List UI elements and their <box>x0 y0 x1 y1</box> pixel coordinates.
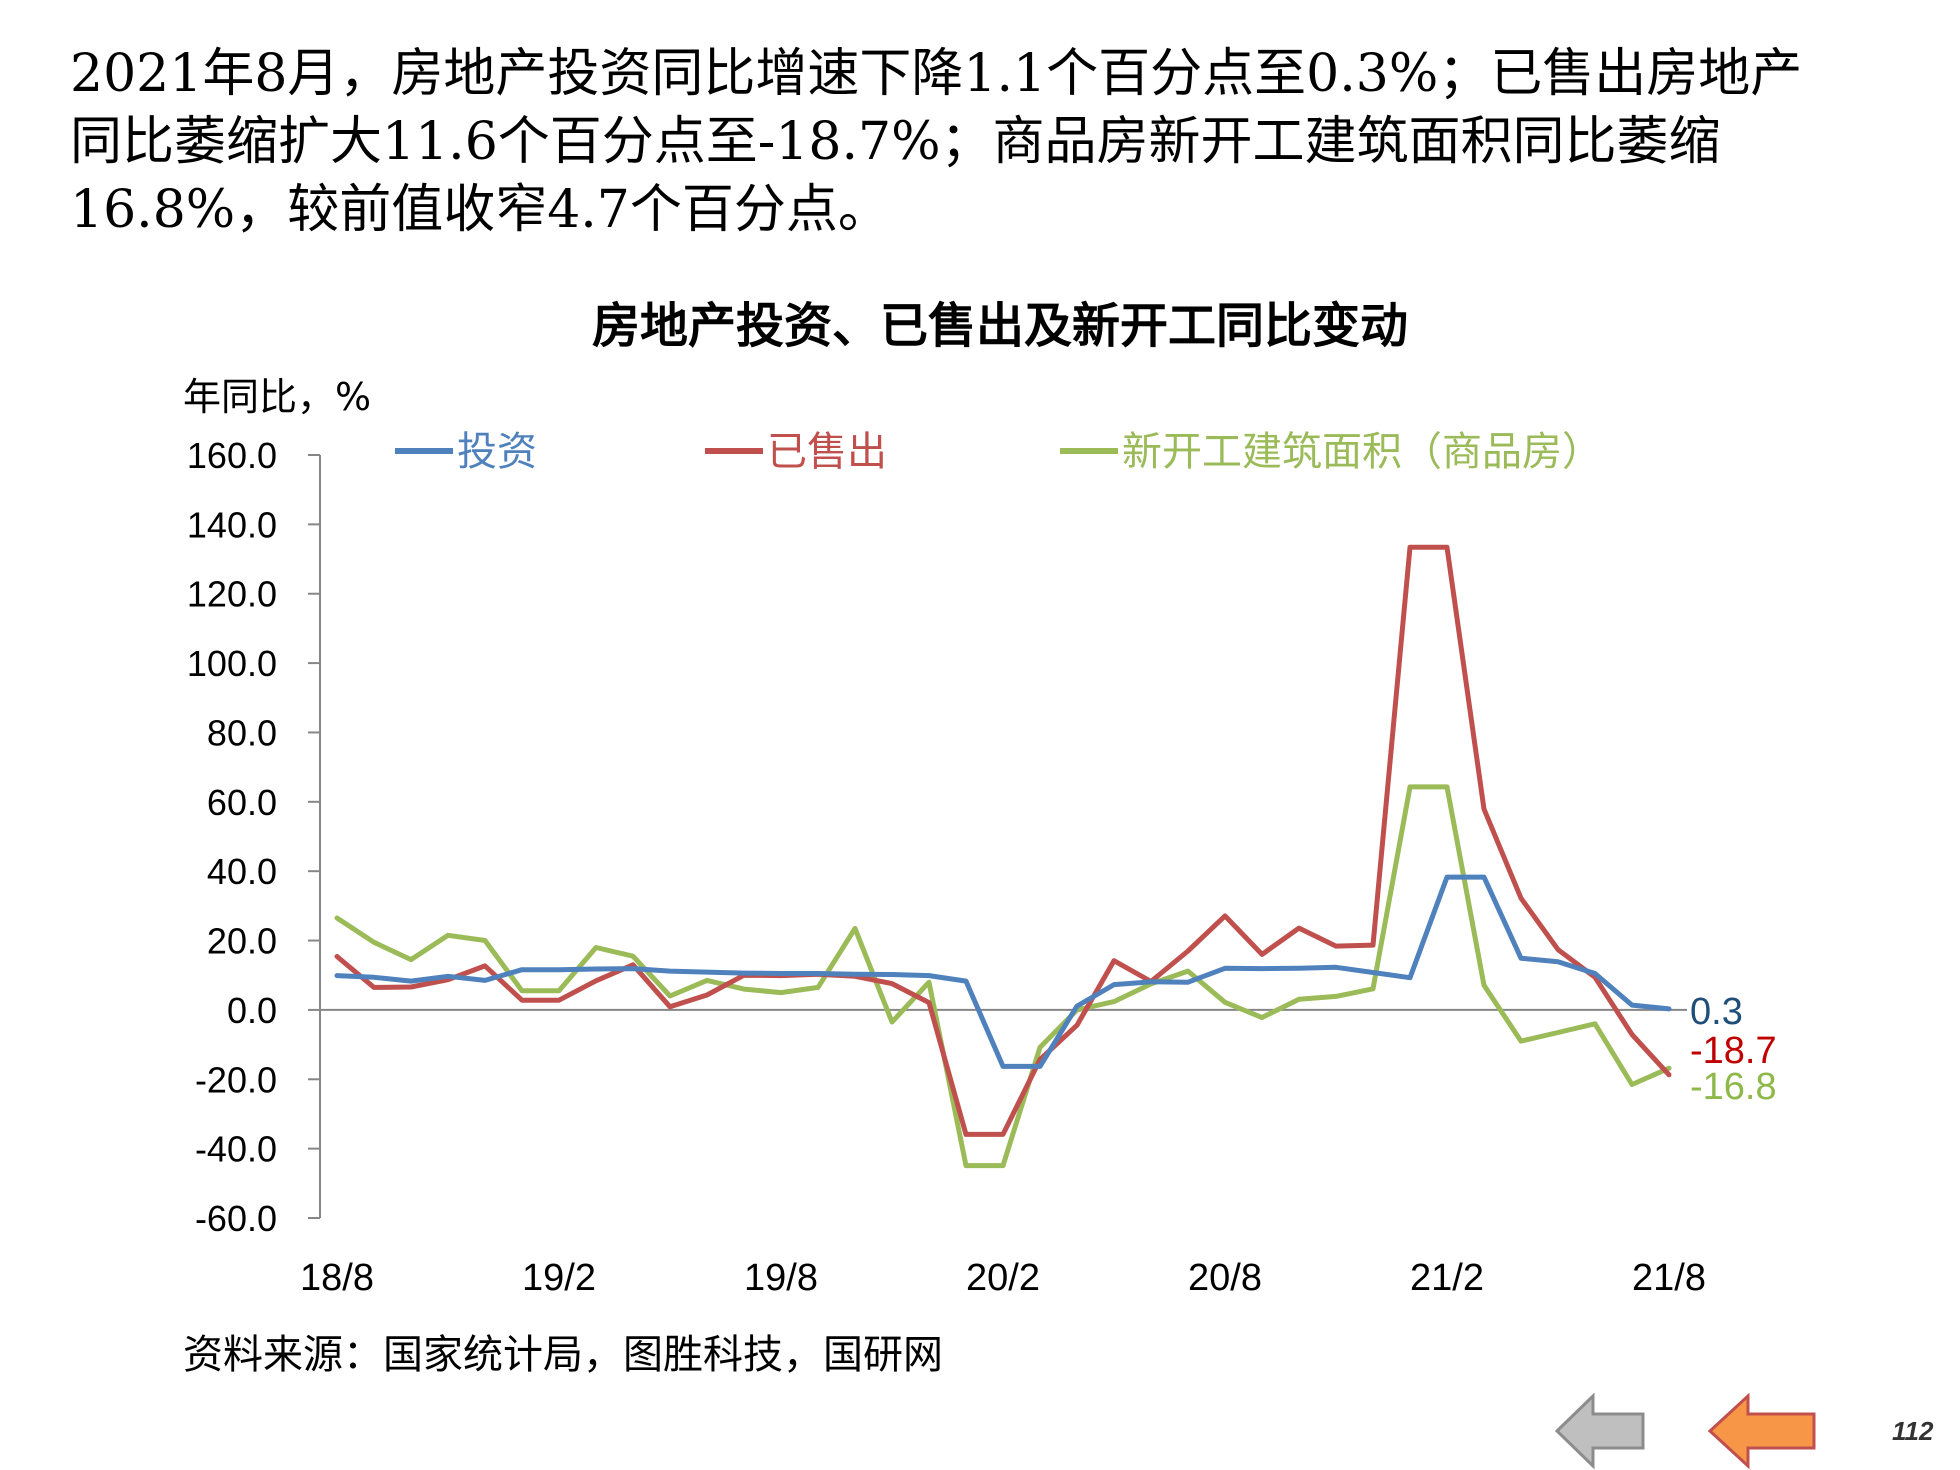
series-line <box>334 874 1672 1069</box>
y-tick-label: -20.0 <box>195 1059 277 1100</box>
chart-series <box>334 544 1672 1169</box>
back-arrow-button[interactable] <box>1555 1392 1647 1470</box>
y-tick-label: 160.0 <box>187 435 277 476</box>
intro-text: 2021年8月，房地产投资同比增速下降1.1个百分点至0.3%；已售出房地产 同… <box>70 40 1910 244</box>
orange-arrow-icon <box>1708 1392 1816 1470</box>
back-arrow-icon <box>1555 1392 1645 1470</box>
intro-line-1: 2021年8月，房地产投资同比增速下降1.1个百分点至0.3%；已售出房地产 <box>70 44 1803 104</box>
y-tick-label: 20.0 <box>207 921 277 962</box>
y-tick-label: 60.0 <box>207 782 277 823</box>
series-end-label: -16.8 <box>1690 1066 1777 1108</box>
x-tick-label: 21/8 <box>1632 1257 1706 1299</box>
y-tick-label: 40.0 <box>207 851 277 892</box>
intro-line-3: 16.8%，较前值收窄4.7个百分点。 <box>70 180 890 240</box>
legend-label: 已售出 <box>767 429 887 475</box>
series-end-label: 0.3 <box>1690 991 1743 1033</box>
y-tick-label: 140.0 <box>187 504 277 545</box>
legend-label: 投资 <box>457 429 537 475</box>
legend-label: 新开工建筑面积（商品房） <box>1122 429 1602 475</box>
chart-axes: 160.0 140.0 120.0 100.0 80.0 60.0 40.0 20.0 0.0 -… <box>187 435 1706 1299</box>
x-tick-label: 18/8 <box>300 1257 374 1299</box>
y-tick-label: 100.0 <box>187 643 277 684</box>
forward-arrow-button[interactable] <box>1708 1392 1818 1470</box>
y-tick-label: -40.0 <box>195 1129 277 1170</box>
line-chart: 房地产投资、已售出及新开工同比变动 年同比，% 投资 已售出 新开工建筑面积（商品房… <box>183 298 1777 1299</box>
page-number: 112 <box>1892 1416 1934 1446</box>
chart-legend: 投资 已售出 新开工建筑面积（商品房） <box>395 429 1602 475</box>
y-tick-label: 120.0 <box>187 574 277 615</box>
y-tick-label: -60.0 <box>195 1198 277 1239</box>
x-tick-label: 19/2 <box>522 1257 596 1299</box>
x-tick-label: 20/2 <box>966 1257 1040 1299</box>
x-tick-label: 19/8 <box>744 1257 818 1299</box>
x-tick-label: 20/8 <box>1188 1257 1262 1299</box>
y-tick-label: 0.0 <box>227 990 277 1031</box>
source-note: 资料来源：国家统计局，图胜科技，国研网 <box>183 1333 943 1377</box>
end-labels: 0.3-18.7-16.8 <box>1690 991 1777 1108</box>
y-axis-label: 年同比，% <box>183 375 371 419</box>
intro-line-2: 同比萎缩扩大11.6个百分点至-18.7%；商品房新开工建筑面积同比萎缩 <box>70 112 1721 172</box>
y-tick-label: 80.0 <box>207 712 277 753</box>
x-tick-label: 21/2 <box>1410 1257 1484 1299</box>
series-end-label: -18.7 <box>1690 1030 1777 1072</box>
series-line <box>334 784 1672 1169</box>
chart-title: 房地产投资、已售出及新开工同比变动 <box>592 298 1408 354</box>
series-line <box>334 544 1672 1137</box>
